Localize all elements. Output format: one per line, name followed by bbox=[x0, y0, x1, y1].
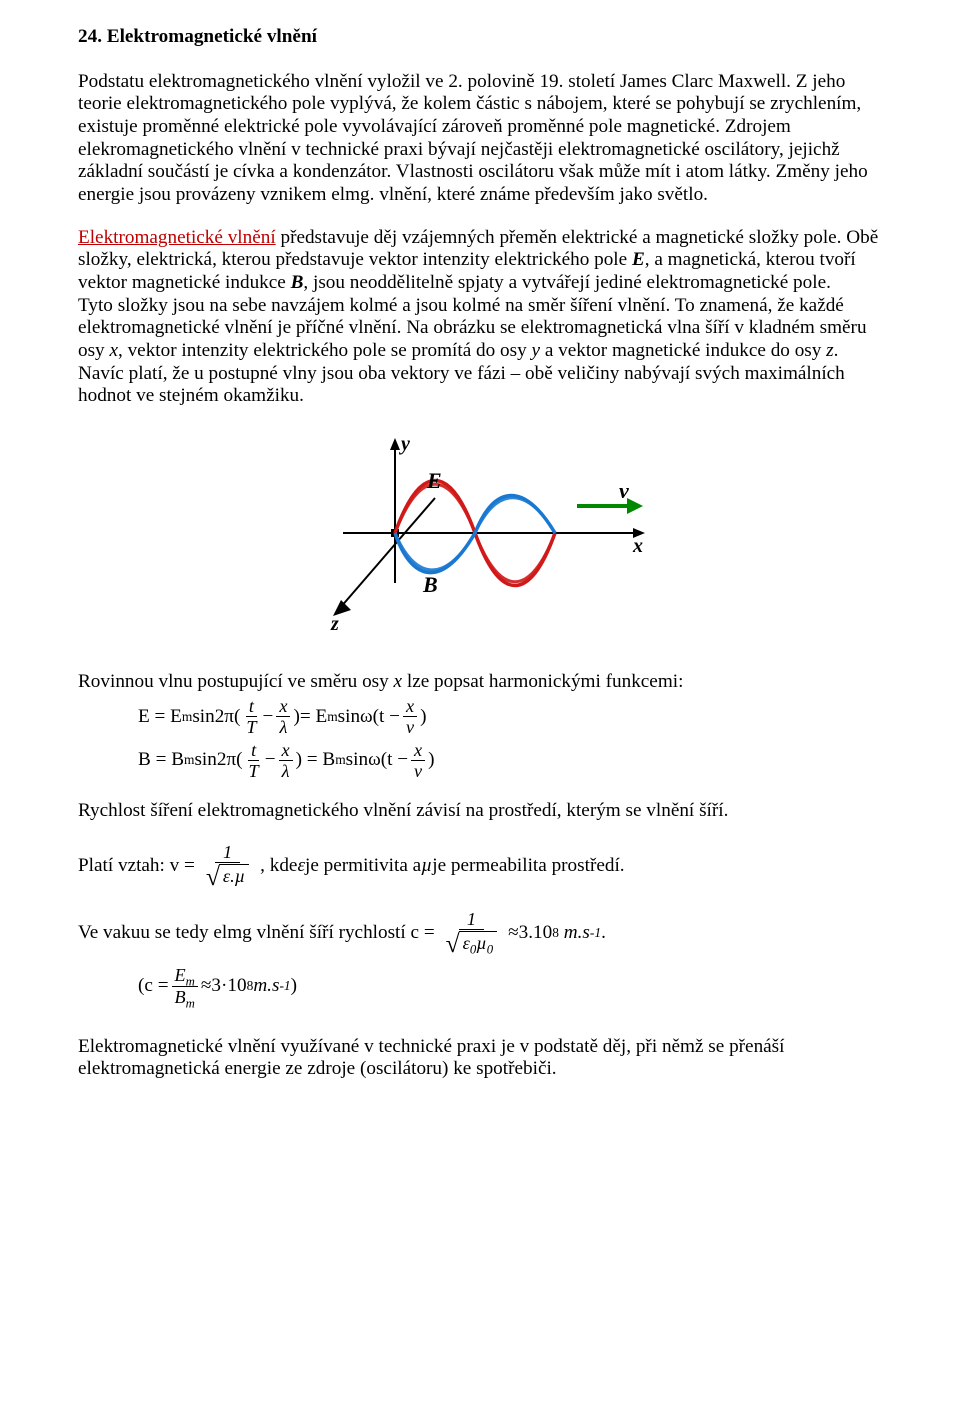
eq-seg: )= E bbox=[293, 706, 327, 729]
link-emw[interactable]: Elektromagnetické vlnění bbox=[78, 227, 276, 248]
eq-seg: sinω(t − bbox=[338, 706, 400, 729]
frac-x-v: xv bbox=[411, 741, 425, 780]
units-ms: m.s bbox=[253, 975, 279, 998]
eq-seg: sinω(t − bbox=[346, 749, 408, 772]
c-equation: (c = Em Bm ≈ 3·108 m.s-1 ) bbox=[78, 966, 882, 1005]
axis-x: x bbox=[109, 340, 118, 361]
eq-seg: 3·10 bbox=[211, 975, 246, 998]
text-seg: , jsou neoddělitelně spjaty a vytvářejí … bbox=[303, 272, 830, 293]
symbol-eps: ε bbox=[297, 855, 305, 878]
frac-t-T: tT bbox=[243, 697, 259, 736]
eq-seg: ≈ bbox=[508, 922, 519, 945]
paragraph-last: Elektromagnetické vlnění využívané v tec… bbox=[78, 1036, 882, 1081]
eq-seg: . bbox=[601, 922, 606, 945]
equation-B: B = Bm sin2π( tT − xλ ) = Bm sinω(t − xv… bbox=[78, 741, 882, 780]
axis-y: y bbox=[531, 340, 540, 361]
eq-seg: ≈ bbox=[201, 975, 212, 998]
eq-seg: ) = B bbox=[296, 749, 336, 772]
text-seg: lze popsat harmonickými funkcemi: bbox=[402, 671, 683, 692]
label-E: E bbox=[426, 468, 442, 493]
symbol-mu: µ bbox=[476, 933, 487, 953]
figure-wrap: y x z E B v bbox=[78, 428, 882, 645]
frac-Em-Bm: Em Bm bbox=[172, 966, 198, 1005]
eq-seg: − bbox=[265, 749, 276, 772]
eq-seg: E = E bbox=[138, 706, 182, 729]
symbol-mu: µ bbox=[421, 855, 432, 878]
paragraph-intro: Podstatu elektromagnetického vlnění vylo… bbox=[78, 71, 882, 207]
plati-line: Platí vztah: v = 1 √ε.µ , kde ε je permi… bbox=[78, 843, 882, 890]
frac-x-lambda: xλ bbox=[276, 697, 290, 736]
eq-seg: Ve vakuu se tedy elmg vlnění šíří rychlo… bbox=[78, 922, 435, 945]
frac-1-sqrt-eps0mu0: 1 √ ε0µ0 bbox=[438, 910, 505, 957]
eq-seg: Platí vztah: v = bbox=[78, 855, 195, 878]
equations-block: Rovinnou vlnu postupující ve směru osy x… bbox=[78, 671, 882, 781]
axis-z: z bbox=[826, 340, 833, 361]
vakuum-line: Ve vakuu se tedy elmg vlnění šíří rychlo… bbox=[78, 910, 882, 957]
eq-seg: sin2π( bbox=[192, 706, 240, 729]
label-y: y bbox=[399, 433, 410, 455]
sub-zero: 0 bbox=[487, 942, 493, 956]
page-title: 24. Elektromagnetické vlnění bbox=[78, 26, 882, 49]
eq-seg: B = B bbox=[138, 749, 184, 772]
sqrt-epsmu: √ε.µ bbox=[206, 864, 249, 890]
frac-x-lambda: xλ bbox=[279, 741, 293, 780]
rovinna-intro: Rovinnou vlnu postupující ve směru osy x… bbox=[78, 671, 882, 694]
paragraph-desc: Elektromagnetické vlnění představuje děj… bbox=[78, 227, 882, 408]
eq-seg: ) bbox=[420, 706, 426, 729]
rychlost-line: Rychlost šíření elektromagnetického vlně… bbox=[78, 800, 882, 823]
eq-seg: je permitivita a bbox=[305, 855, 421, 878]
axis-x: x bbox=[394, 671, 403, 692]
eq-seg: (c = bbox=[138, 975, 169, 998]
label-B: B bbox=[422, 572, 438, 597]
equation-E: E = Em sin2π( tT − xλ )= Em sinω(t − xv … bbox=[78, 697, 882, 736]
frac-1-sqrt-epsmu: 1 √ε.µ bbox=[198, 843, 257, 890]
frac-t-T: tT bbox=[246, 741, 262, 780]
text-seg: , vektor intenzity elektrického pole se … bbox=[118, 340, 532, 361]
eq-seg: je permeabilita prostředí. bbox=[432, 855, 624, 878]
eq-seg: 3.10 bbox=[519, 922, 553, 945]
symbol-E: E bbox=[632, 249, 645, 270]
wave-diagram: y x z E B v bbox=[295, 428, 665, 638]
page-container: 24. Elektromagnetické vlnění Podstatu el… bbox=[0, 0, 960, 1403]
eq-seg: , kde bbox=[260, 855, 297, 878]
sqrt-eps0mu0: √ ε0µ0 bbox=[446, 931, 497, 957]
symbol-B: B bbox=[291, 272, 304, 293]
label-x: x bbox=[632, 535, 643, 557]
eq-seg: ) bbox=[291, 975, 297, 998]
symbol-eps: ε bbox=[463, 933, 470, 953]
frac-x-v: xv bbox=[403, 697, 417, 736]
units-ms: m.s bbox=[564, 922, 590, 945]
label-z: z bbox=[330, 613, 339, 635]
eq-seg: − bbox=[263, 706, 274, 729]
eq-seg: ) bbox=[428, 749, 434, 772]
eq-seg: sin2π( bbox=[194, 749, 242, 772]
label-v: v bbox=[619, 478, 629, 503]
text-seg: a vektor magnetické indukce do osy bbox=[540, 340, 826, 361]
text-seg: Rovinnou vlnu postupující ve směru osy bbox=[78, 671, 394, 692]
velocity-arrow bbox=[577, 498, 643, 514]
